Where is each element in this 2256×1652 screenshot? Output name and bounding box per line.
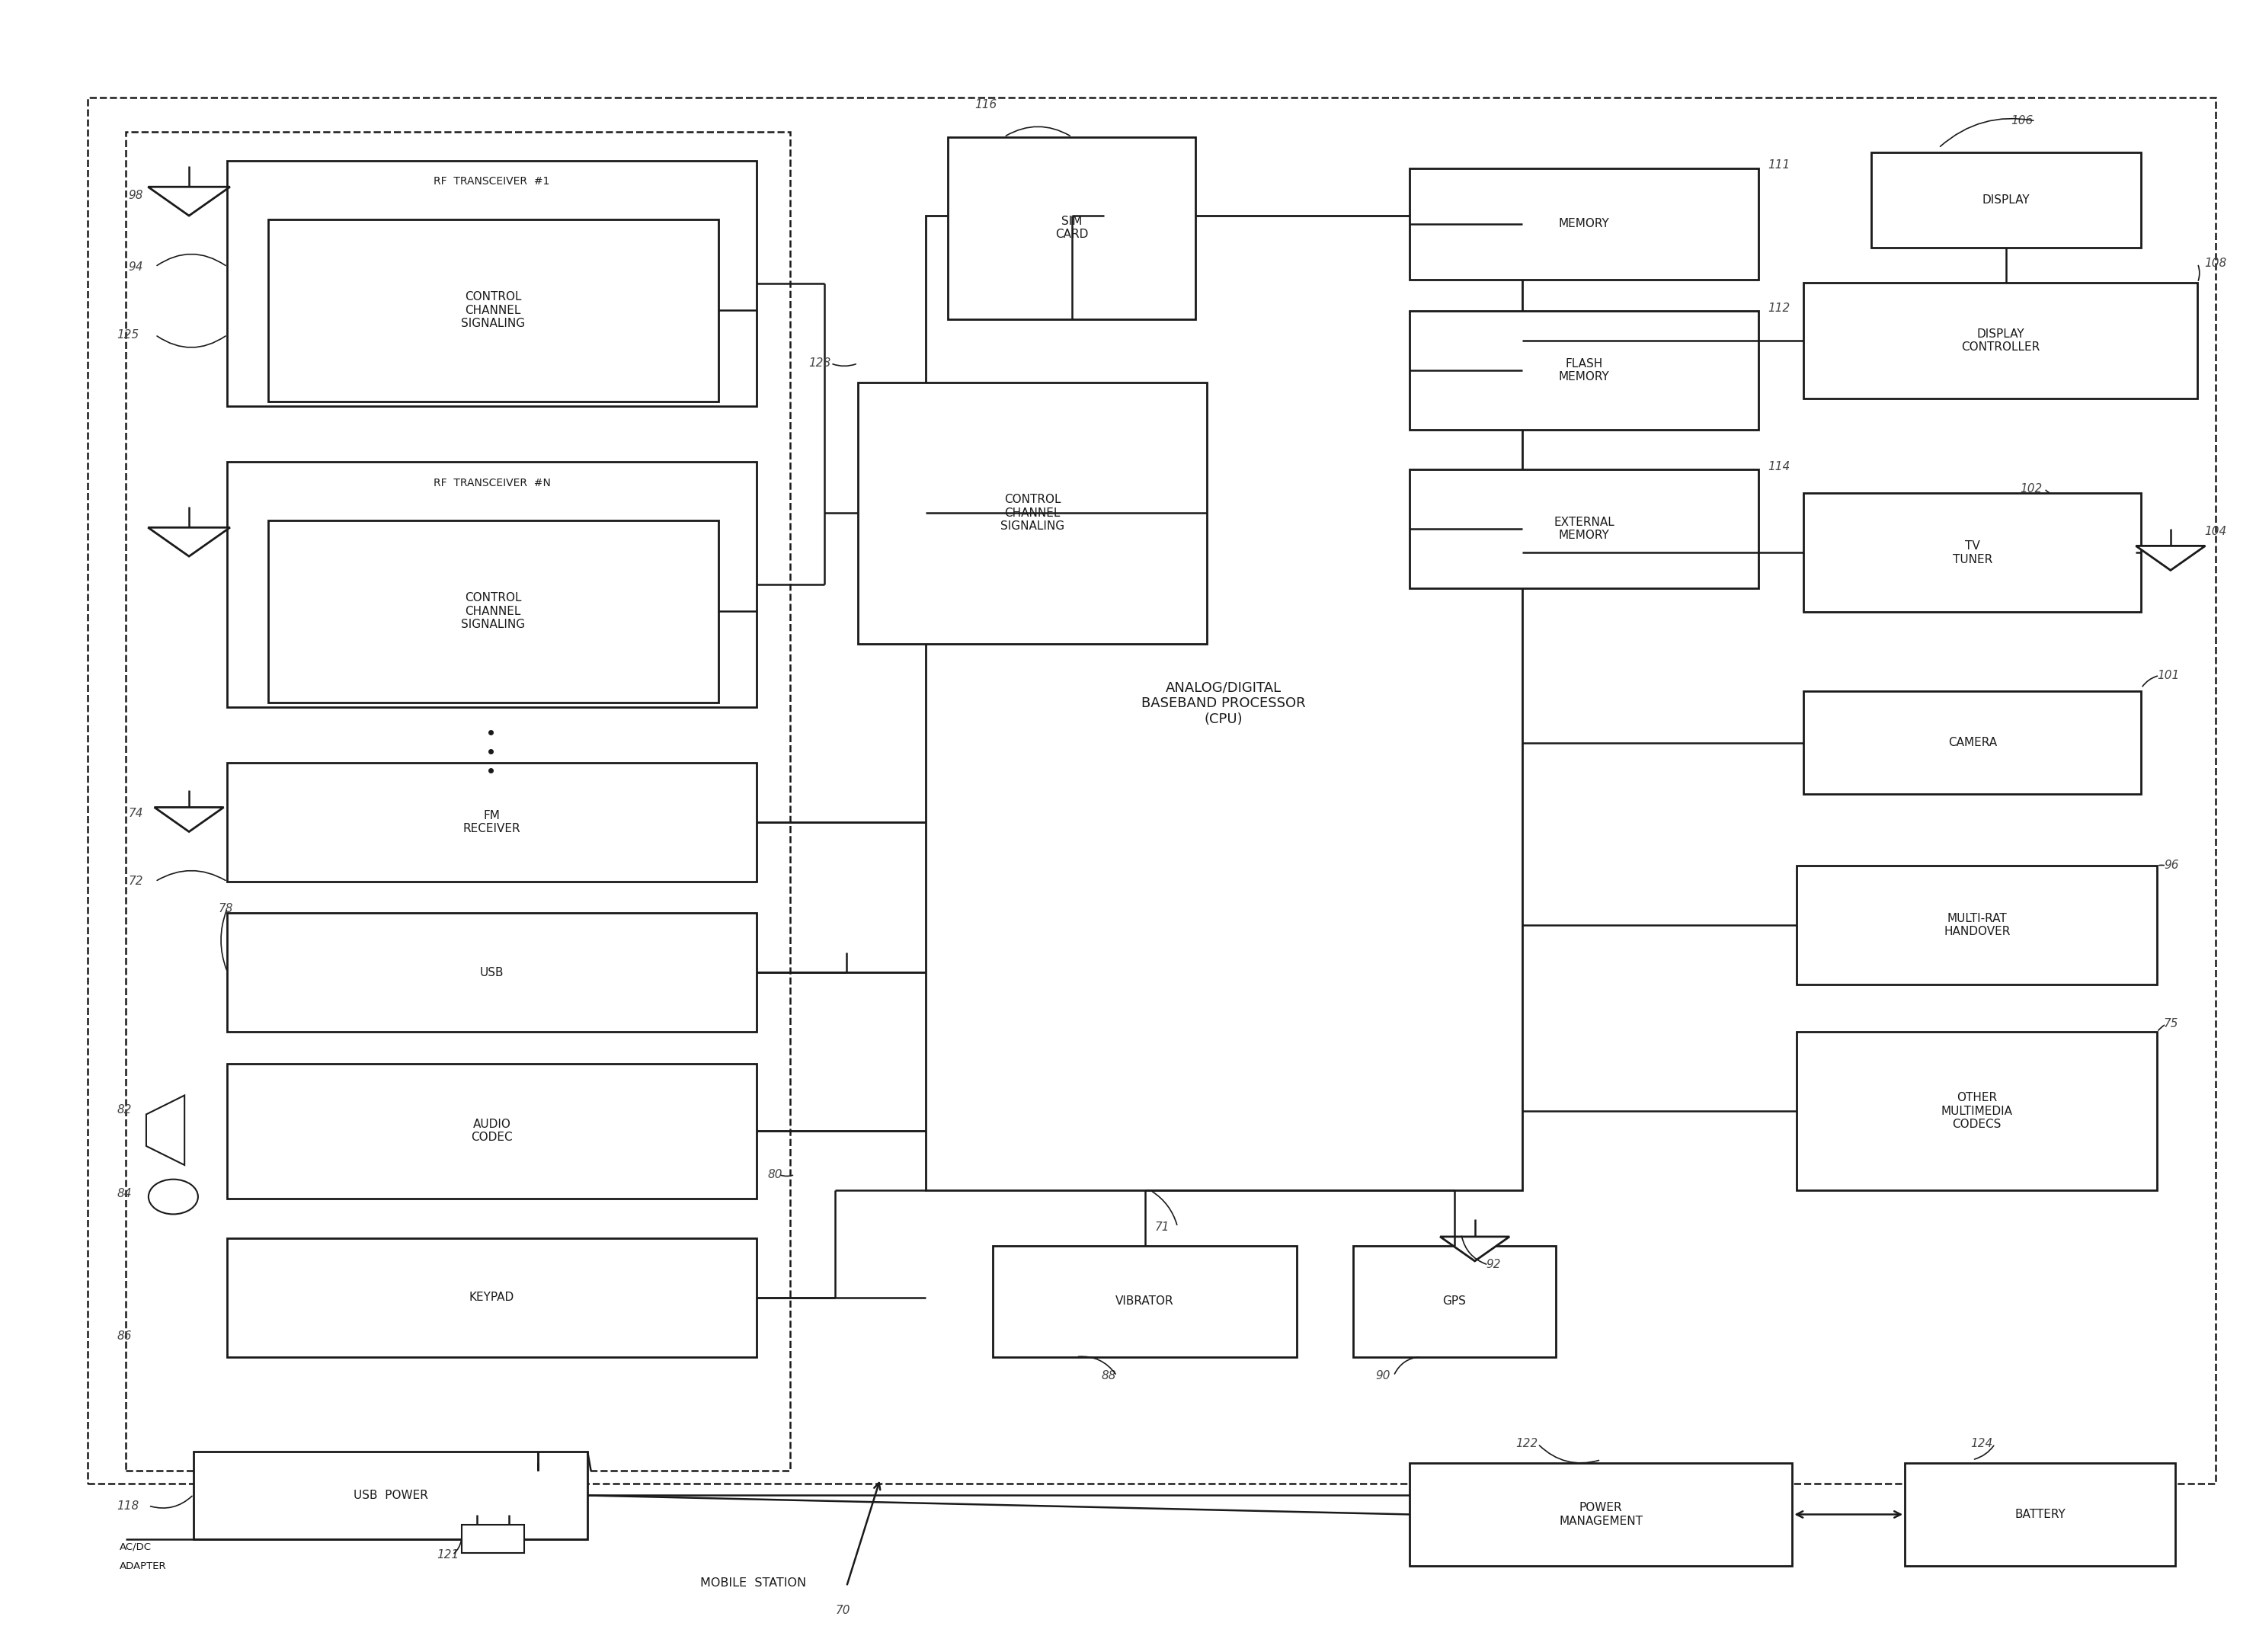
Text: 94: 94 (129, 261, 142, 273)
Text: 102: 102 (2019, 482, 2042, 494)
Text: 96: 96 (2164, 861, 2179, 871)
FancyBboxPatch shape (1410, 169, 1757, 279)
FancyBboxPatch shape (1410, 469, 1757, 588)
FancyBboxPatch shape (1410, 311, 1757, 430)
Text: 88: 88 (1101, 1370, 1117, 1381)
Text: FM
RECEIVER: FM RECEIVER (462, 809, 521, 834)
FancyBboxPatch shape (228, 160, 756, 406)
FancyBboxPatch shape (1410, 1464, 1791, 1566)
Text: 78: 78 (219, 902, 232, 914)
Text: MEMORY: MEMORY (1559, 218, 1609, 230)
Text: 75: 75 (2164, 1018, 2179, 1029)
Text: 108: 108 (2204, 258, 2227, 269)
Text: 72: 72 (129, 876, 142, 887)
FancyBboxPatch shape (1803, 494, 2141, 613)
Text: MOBILE  STATION: MOBILE STATION (699, 1578, 805, 1589)
FancyBboxPatch shape (228, 1064, 756, 1198)
FancyBboxPatch shape (1796, 866, 2157, 985)
FancyBboxPatch shape (857, 382, 1207, 644)
Polygon shape (2136, 545, 2206, 570)
FancyBboxPatch shape (1904, 1464, 2175, 1566)
Text: 124: 124 (1969, 1439, 1992, 1449)
Text: 101: 101 (2157, 669, 2179, 681)
FancyBboxPatch shape (1803, 691, 2141, 795)
Text: TV
TUNER: TV TUNER (1951, 540, 1992, 565)
Text: KEYPAD: KEYPAD (469, 1292, 514, 1303)
FancyBboxPatch shape (228, 914, 756, 1032)
Text: 116: 116 (975, 99, 997, 111)
FancyBboxPatch shape (948, 137, 1196, 319)
FancyBboxPatch shape (1354, 1246, 1557, 1356)
Text: 84: 84 (117, 1188, 131, 1199)
Text: ANALOG/DIGITAL
BASEBAND PROCESSOR
(CPU): ANALOG/DIGITAL BASEBAND PROCESSOR (CPU) (1142, 681, 1306, 725)
Text: DISPLAY: DISPLAY (1983, 195, 2030, 206)
FancyBboxPatch shape (228, 763, 756, 882)
Text: USB: USB (481, 966, 503, 978)
Text: 98: 98 (129, 190, 142, 202)
Polygon shape (149, 187, 230, 216)
Text: 82: 82 (117, 1104, 131, 1115)
Text: 90: 90 (1376, 1370, 1390, 1381)
Text: 114: 114 (1766, 461, 1789, 472)
Text: FLASH
MEMORY: FLASH MEMORY (1559, 358, 1609, 383)
Text: DISPLAY
CONTROLLER: DISPLAY CONTROLLER (1960, 329, 2039, 354)
Text: GPS: GPS (1444, 1295, 1466, 1307)
Polygon shape (149, 527, 230, 557)
Text: 125: 125 (117, 329, 140, 340)
Text: CONTROL
CHANNEL
SIGNALING: CONTROL CHANNEL SIGNALING (460, 593, 526, 631)
Text: 104: 104 (2204, 525, 2227, 537)
Text: CAMERA: CAMERA (1947, 737, 1997, 748)
Text: VIBRATOR: VIBRATOR (1117, 1295, 1173, 1307)
Text: 128: 128 (808, 357, 830, 368)
Text: POWER
MANAGEMENT: POWER MANAGEMENT (1559, 1502, 1642, 1526)
FancyBboxPatch shape (228, 1237, 756, 1356)
Text: ADAPTER: ADAPTER (120, 1561, 167, 1571)
Text: USB  POWER: USB POWER (354, 1490, 429, 1502)
Text: 74: 74 (129, 808, 142, 819)
Text: 112: 112 (1766, 302, 1789, 314)
Polygon shape (153, 808, 223, 831)
Text: CONTROL
CHANNEL
SIGNALING: CONTROL CHANNEL SIGNALING (460, 291, 526, 329)
Text: AC/DC: AC/DC (120, 1543, 151, 1551)
Circle shape (149, 1180, 199, 1214)
Text: 118: 118 (117, 1500, 140, 1512)
FancyBboxPatch shape (194, 1452, 587, 1540)
Text: 92: 92 (1487, 1259, 1500, 1270)
FancyBboxPatch shape (228, 461, 756, 707)
Text: 122: 122 (1516, 1439, 1539, 1449)
FancyBboxPatch shape (268, 220, 717, 401)
FancyBboxPatch shape (1803, 282, 2197, 398)
FancyBboxPatch shape (925, 216, 1523, 1191)
Text: RF  TRANSCEIVER  #1: RF TRANSCEIVER #1 (433, 177, 550, 187)
Text: CONTROL
CHANNEL
SIGNALING: CONTROL CHANNEL SIGNALING (999, 494, 1065, 532)
Polygon shape (147, 1095, 185, 1165)
FancyBboxPatch shape (462, 1525, 526, 1553)
Text: AUDIO
CODEC: AUDIO CODEC (472, 1118, 512, 1143)
FancyBboxPatch shape (1796, 1032, 2157, 1191)
Text: SIM
CARD: SIM CARD (1056, 215, 1087, 240)
Text: 71: 71 (1155, 1221, 1171, 1232)
FancyBboxPatch shape (993, 1246, 1297, 1356)
Text: MULTI-RAT
HANDOVER: MULTI-RAT HANDOVER (1945, 912, 2010, 937)
Text: OTHER
MULTIMEDIA
CODECS: OTHER MULTIMEDIA CODECS (1940, 1092, 2012, 1130)
Text: 111: 111 (1766, 160, 1789, 172)
Text: 86: 86 (117, 1330, 131, 1341)
Text: BATTERY: BATTERY (2015, 1508, 2066, 1520)
Text: EXTERNAL
MEMORY: EXTERNAL MEMORY (1554, 517, 1615, 542)
Text: RF  TRANSCEIVER  #N: RF TRANSCEIVER #N (433, 477, 550, 487)
Text: 70: 70 (835, 1604, 851, 1616)
FancyBboxPatch shape (268, 520, 717, 702)
Text: 106: 106 (2010, 116, 2033, 127)
FancyBboxPatch shape (1870, 152, 2141, 248)
Text: 121: 121 (438, 1550, 458, 1561)
Text: 80: 80 (767, 1170, 783, 1180)
Polygon shape (1439, 1237, 1509, 1260)
